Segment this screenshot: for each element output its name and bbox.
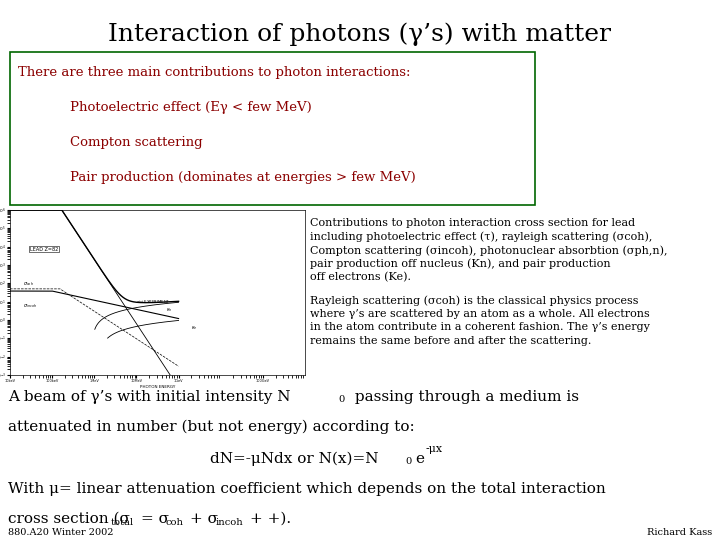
Text: -μx: -μx: [426, 444, 443, 454]
Text: e: e: [415, 452, 424, 466]
Text: $\sigma_{tot}$ EXPERIMENT: $\sigma_{tot}$ EXPERIMENT: [136, 299, 171, 306]
Text: pair production off nucleus (Kn), and pair production: pair production off nucleus (Kn), and pa…: [310, 259, 611, 269]
Text: Compton scattering: Compton scattering: [70, 136, 202, 149]
Text: Rayleigh scattering (σcoh) is the classical physics process: Rayleigh scattering (σcoh) is the classi…: [310, 295, 639, 306]
Text: + +).: + +).: [250, 512, 291, 526]
Text: attenuated in number (but not energy) according to:: attenuated in number (but not energy) ac…: [8, 420, 415, 434]
Text: $\sigma_{coh}$: $\sigma_{coh}$: [23, 280, 34, 288]
Text: $\sigma_{incoh}$: $\sigma_{incoh}$: [23, 302, 37, 310]
Text: total: total: [111, 518, 134, 527]
Text: 0: 0: [338, 395, 344, 404]
Text: LEAD Z=82: LEAD Z=82: [30, 247, 58, 252]
Text: With μ= linear attenuation coefficient which depends on the total interaction: With μ= linear attenuation coefficient w…: [8, 482, 606, 496]
Text: where γ’s are scattered by an atom as a whole. All electrons: where γ’s are scattered by an atom as a …: [310, 309, 649, 319]
Text: There are three main contributions to photon interactions:: There are three main contributions to ph…: [18, 66, 410, 79]
Text: Pair production (dominates at energies > few MeV): Pair production (dominates at energies >…: [70, 171, 415, 184]
Text: 880.A20 Winter 2002: 880.A20 Winter 2002: [8, 528, 114, 537]
X-axis label: PHOTON ENERGY: PHOTON ENERGY: [140, 384, 175, 389]
Text: dN=-μNdx or N(x)=N: dN=-μNdx or N(x)=N: [210, 452, 379, 467]
Text: Contributions to photon interaction cross section for lead: Contributions to photon interaction cros…: [310, 218, 635, 228]
Text: A beam of γ’s with initial intensity N: A beam of γ’s with initial intensity N: [8, 390, 290, 404]
Bar: [10, 52, 535, 205]
Text: $\kappa_n$: $\kappa_n$: [166, 306, 173, 314]
Text: coh: coh: [166, 518, 184, 527]
Text: Photoelectric effect (Eγ < few MeV): Photoelectric effect (Eγ < few MeV): [70, 101, 312, 114]
Text: Richard Kass: Richard Kass: [647, 528, 712, 537]
Text: in the atom contribute in a coherent fashion. The γ’s energy: in the atom contribute in a coherent fas…: [310, 322, 650, 333]
Text: $\kappa_e$: $\kappa_e$: [192, 325, 198, 333]
Text: Compton scattering (σincoh), photonuclear absorbtion (σph,n),: Compton scattering (σincoh), photonuclea…: [310, 245, 667, 255]
Text: incoh: incoh: [216, 518, 244, 527]
Text: including photoelectric effect (τ), rayleigh scattering (σcoh),: including photoelectric effect (τ), rayl…: [310, 232, 652, 242]
Text: passing through a medium is: passing through a medium is: [350, 390, 579, 404]
Text: + σ: + σ: [190, 512, 218, 526]
Text: 0: 0: [405, 457, 411, 466]
Text: = σ: = σ: [141, 512, 169, 526]
Text: Interaction of photons (γ’s) with matter: Interaction of photons (γ’s) with matter: [109, 22, 611, 45]
Text: cross section (σ: cross section (σ: [8, 512, 130, 526]
Text: off electrons (Ke).: off electrons (Ke).: [310, 272, 411, 282]
Text: remains the same before and after the scattering.: remains the same before and after the sc…: [310, 336, 591, 346]
